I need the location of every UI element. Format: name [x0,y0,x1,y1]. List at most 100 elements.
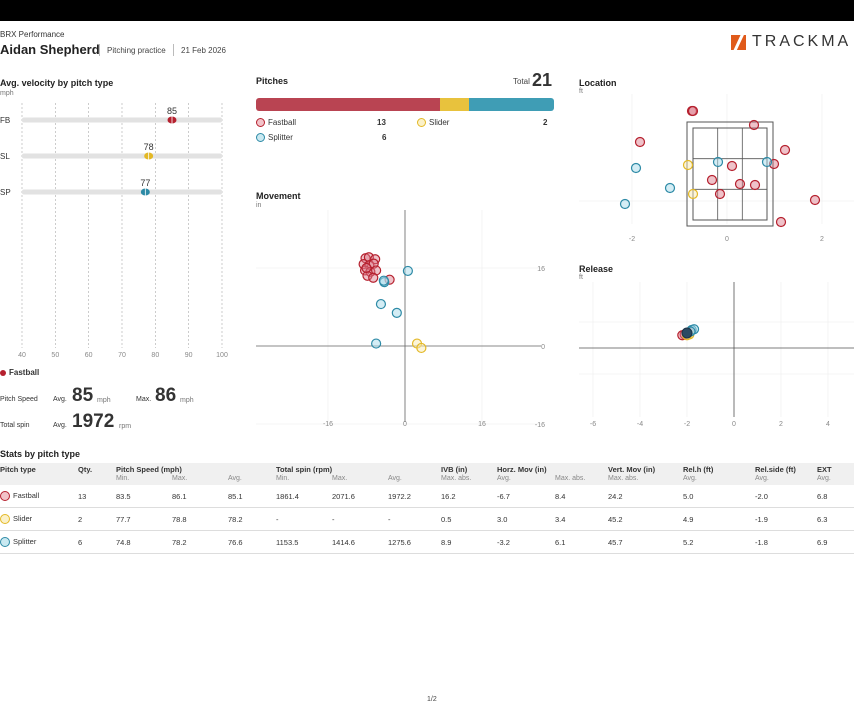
pitch-point [687,105,699,117]
x-tick-label: 40 [18,352,26,359]
x-tick-label: 4 [826,421,830,428]
pitch-point [734,178,746,190]
velocity-row-label: SP [0,188,11,197]
table-cell: -1.8 [755,530,817,555]
col-horz-mov: Horz. Mov (in) [497,465,547,474]
pitch-point [371,265,382,276]
summary-spin-label: Total spin [0,422,30,429]
pitch-point [761,156,773,168]
pitch-point [402,265,413,277]
sub-7: Avg. [497,475,511,482]
summary-speed-max: 86 [155,385,177,406]
strike-zone [692,127,768,221]
top-bar [0,0,854,21]
velocity-title: Avg. velocity by pitch type [0,78,114,88]
sub-1: Max. [172,475,188,482]
table-cell: 24.2 [608,485,683,509]
table-cell: 1972.2 [388,485,441,509]
x-tick-label: 16 [478,421,486,428]
pitch-point [779,144,791,156]
page-number: 1/2 [427,696,437,703]
table-cell: 16.2 [441,485,497,509]
table-cell: 5.0 [683,485,755,509]
summary-spin-unit: rpm [119,423,132,430]
table-cell: -6.7 [497,485,555,509]
summary-spin-avg-label: Avg. [53,422,67,429]
sub-5: Avg. [388,475,402,482]
pitch-point [714,188,726,200]
strike-zone-outer [686,121,774,227]
table-cell: 85.1 [228,485,276,509]
col-total-spin: Total spin (rpm) [276,465,333,474]
pitch-dot-icon [0,537,10,548]
summary-speed-avg: 85 [72,385,94,406]
header-divider [99,44,100,56]
x-tick-label: 0 [732,421,736,428]
pitch-point [687,188,699,200]
velocity-row-label: SL [0,152,10,161]
pitch-dot-icon [0,514,10,525]
slider-dot-icon [417,118,426,128]
movement-title: Movement [256,191,301,201]
pitch-point [362,270,373,281]
legend-fastball-name: Fastball [268,118,297,127]
col-rel-side: Rel.side (ft) [755,465,796,474]
sub-6: Max. abs. [441,475,472,482]
pitch-point [712,156,724,168]
x-tick-label: 2 [779,421,783,428]
table-cell: 6.9 [817,530,854,555]
logo-mark-icon [731,34,746,50]
cell-pitch-type: Splitter [0,530,78,555]
logo-text: TRACKMA [752,33,852,50]
header-divider [173,44,174,56]
table-cell: 0.5 [441,507,497,532]
pitch-point [361,262,372,274]
pitch-point [749,179,761,191]
table-cell: 74.8 [116,530,172,555]
release-chart: -6 -4 -2 0 2 4 [579,282,854,428]
table-cell: - [332,507,388,532]
pitch-point [630,162,642,174]
sub-10: Avg. [683,475,697,482]
table-cell: 6.8 [817,485,854,509]
session-type: Pitching practice [107,46,166,55]
summary-speed-unit: mph [97,397,111,404]
pitch-dot-icon [0,491,10,502]
table-cell: 78.8 [172,507,228,532]
pitches-total: 21 [532,70,553,90]
pitch-type-name: Slider [13,514,33,524]
pitch-point [726,160,738,172]
velocity-track [22,189,222,195]
table-cell: 1153.5 [276,530,332,555]
release-title: Release [579,264,614,274]
col-vert-mov: Vert. Mov (in) [608,465,656,474]
sub-empty [78,475,116,485]
x-tick-label: 0 [725,236,729,243]
col-pitch-speed: Pitch Speed (mph) [116,465,182,474]
sub-11: Avg. [755,475,769,482]
legend-slider: Slider [417,118,449,128]
release-cluster [681,327,693,339]
trackman-logo: TRACKMA [731,33,854,51]
col-ext: EXT [817,465,832,474]
legend-slider-count: 2 [543,118,548,127]
pitch-point [682,159,694,171]
pitch-point [368,272,379,283]
table-cell: 3.4 [555,507,608,532]
pitch-point [371,338,382,349]
velocity-unit: mph [0,90,14,97]
velocity-value-label: 78 [144,142,154,152]
sub-4: Max. [332,475,348,482]
table-cell: - [388,507,441,532]
pitch-point [375,298,387,310]
x-tick-label: 90 [185,352,193,359]
sub-0: Min. [116,475,130,482]
col-ivb: IVB (in) [441,465,468,474]
pitch-point [706,174,718,186]
x-tick-label: -6 [590,421,596,428]
table-cell: 78.2 [172,530,228,555]
table-cell: 4.9 [683,507,755,532]
splitter-dot-icon [256,133,265,143]
x-tick-label: 80 [151,352,159,359]
legend-fastball-count: 13 [377,118,386,127]
